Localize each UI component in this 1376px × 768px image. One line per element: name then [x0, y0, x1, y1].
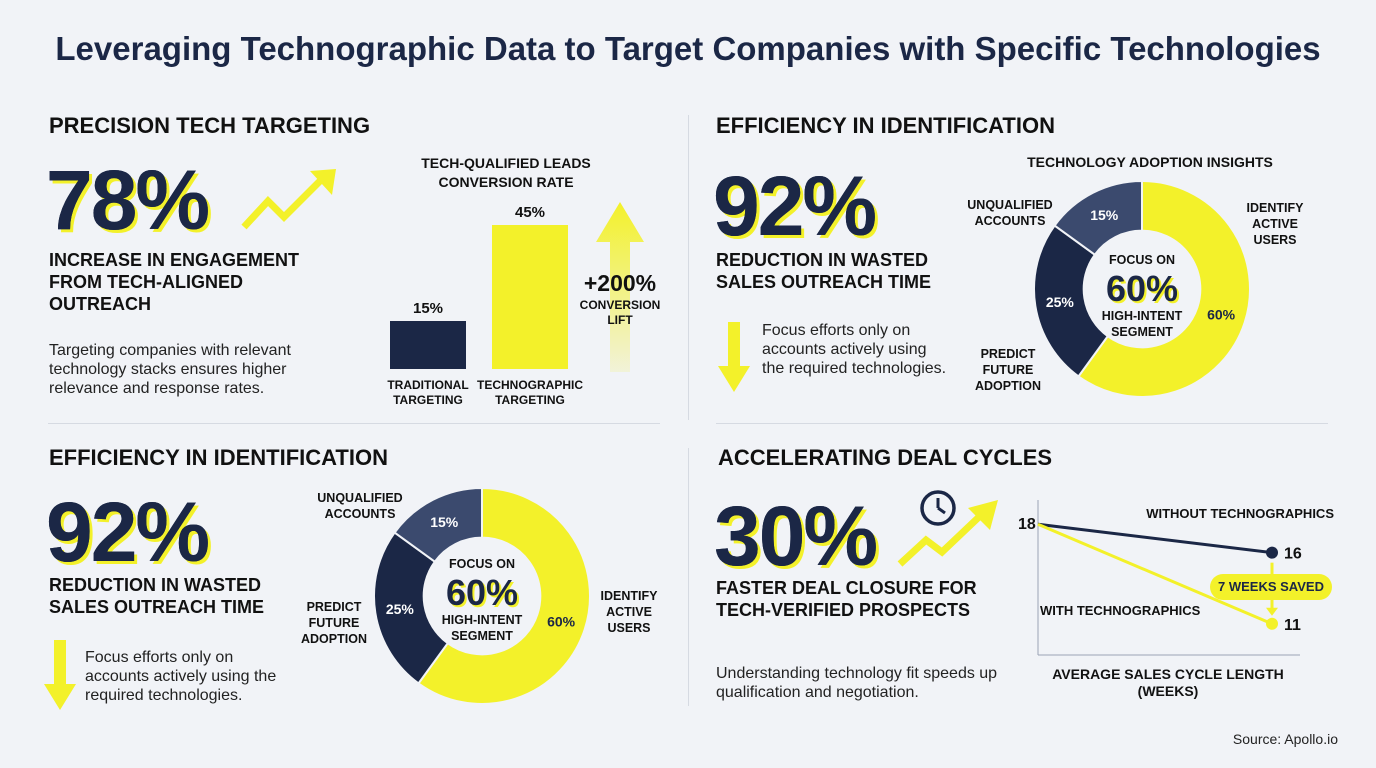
q2-stat: 92% [713, 159, 877, 253]
trend-up-arrow-icon [241, 169, 336, 230]
pie2-center-bottom: HIGH-INTENT SEGMENT [441, 613, 523, 643]
pie1-center-bottom: HIGH-INTENT SEGMENT [1101, 309, 1183, 339]
donut-slice-1 [373, 531, 450, 685]
pie2-label-unqualified: UNQUALIFIED ACCOUNTS [317, 491, 403, 521]
lift-up-arrow-icon [596, 202, 644, 372]
divider-top [688, 115, 689, 420]
line-endpoint-0 [1266, 546, 1278, 559]
bar-chart: 15%TRADITIONALTARGETING45%TECHNOGRAPHICT… [387, 204, 583, 407]
donut-value-label-0: 60% [547, 614, 576, 630]
pie1-center-value: 60% [1105, 268, 1179, 309]
clock-trend-icon [897, 490, 998, 567]
lift-value: +200% [583, 270, 657, 296]
donut-slice-0 [417, 486, 591, 705]
q3-body: Focus efforts only on accounts actively … [85, 649, 277, 704]
q1-heading: PRECISION TECH TARGETING [49, 113, 371, 138]
q4-heading: ACCELERATING DEAL CYCLES [718, 445, 1053, 470]
page-title: Leveraging Technographic Data to Target … [55, 30, 1321, 67]
line-point-label-1: 16 [1284, 546, 1302, 563]
pie1-label-predict: PREDICT FUTURE ADOPTION [975, 347, 1041, 393]
bar-category-label-0-1: TARGETING [393, 393, 463, 407]
donut-value-label-2: 15% [430, 514, 459, 530]
pie2-label-predict: PREDICT FUTURE ADOPTION [301, 600, 367, 646]
pie1-label-unqualified: UNQUALIFIED ACCOUNTS [967, 198, 1053, 228]
q2-heading: EFFICIENCY IN IDENTIFICATION [716, 113, 1055, 138]
donut-slice-0 [1077, 179, 1251, 398]
bar-0 [390, 321, 466, 369]
bar-category-label-0-0: TRADITIONAL [387, 378, 468, 392]
line-series-1 [1037, 522, 1273, 626]
down-arrow-icon [718, 322, 750, 392]
series-label-without: WITHOUT TECHNOGRAPHICS [1146, 506, 1334, 521]
series-label-with: WITH TECHNOGRAPHICS [1040, 603, 1201, 618]
q4-stat: 30% [714, 489, 878, 583]
line-chart-cycle: 18 16 11 WITHOUT TECHNOGRAPHICS WITH TECHNOG… [1018, 500, 1334, 656]
q1-stat-desc: INCREASE IN ENGAGEMENT FROM TECH-ALIGNED… [49, 250, 300, 314]
pie2-label-identify: IDENTIFY ACTIVE USERS [600, 589, 658, 635]
q3-stat-desc: REDUCTION IN WASTED SALES OUTREACH TIME [49, 575, 265, 617]
line-point-label-0: 18 [1018, 516, 1036, 533]
donut-slice-1 [1033, 224, 1110, 378]
down-arrow-icon [44, 640, 76, 710]
q1-body: Targeting companies with relevant techno… [49, 342, 291, 397]
pie1-title: TECHNOLOGY ADOPTION INSIGHTS [1027, 154, 1273, 170]
pie2-center-top: FOCUS ON [449, 557, 515, 571]
lift-label: CONVERSION LIFT [579, 298, 661, 327]
donut-slice-2 [1053, 179, 1143, 257]
q4-stat-desc: FASTER DEAL CLOSURE FOR TECH-VERIFIED PR… [716, 578, 977, 620]
bar-1 [492, 225, 568, 369]
line-chart-title: AVERAGE SALES CYCLE LENGTH (WEEKS) [1052, 666, 1284, 699]
bar-chart-title: TECH-QUALIFIED LEADS CONVERSION RATE [421, 155, 591, 190]
divider-right [716, 423, 1328, 424]
saved-arrow-head [1266, 607, 1278, 616]
divider-left [48, 423, 660, 424]
bar-category-label-1-1: TARGETING [495, 393, 565, 407]
q3-heading: EFFICIENCY IN IDENTIFICATION [49, 445, 388, 470]
line-series-0 [1037, 522, 1273, 555]
pie1-center-top: FOCUS ON [1109, 253, 1175, 267]
donut-value-label-0: 60% [1207, 307, 1236, 323]
bar-value-label-0: 15% [413, 300, 443, 317]
donut-chart-adoption-2: 60% 25% 15% [373, 486, 591, 705]
bar-value-label-1: 45% [515, 204, 545, 221]
donut-value-label-2: 15% [1090, 207, 1119, 223]
q3-stat: 92% [46, 485, 210, 579]
divider-bottom [688, 448, 689, 706]
q2-body: Focus efforts only on accounts actively … [762, 322, 947, 377]
line-endpoint-1 [1266, 617, 1278, 630]
q1-stat: 78% [46, 153, 210, 247]
pie2-center-value: 60% [445, 572, 519, 613]
donut-chart-adoption: 60% 25% 15% [1033, 179, 1251, 398]
q4-body: Understanding technology fit speeds up q… [716, 665, 998, 701]
weeks-saved-badge: 7 WEEKS SAVED [1210, 574, 1332, 600]
pie1-label-identify: IDENTIFY ACTIVE USERS [1246, 201, 1304, 247]
line-point-label-2: 11 [1284, 617, 1301, 634]
bar-category-label-1-0: TECHNOGRAPHIC [477, 378, 583, 392]
donut-value-label-1: 25% [1046, 294, 1075, 310]
donut-slice-2 [393, 486, 483, 564]
q2-stat-desc: REDUCTION IN WASTED SALES OUTREACH TIME [716, 250, 932, 292]
source-note: Source: Apollo.io [1232, 731, 1338, 747]
donut-value-label-1: 25% [386, 601, 415, 617]
